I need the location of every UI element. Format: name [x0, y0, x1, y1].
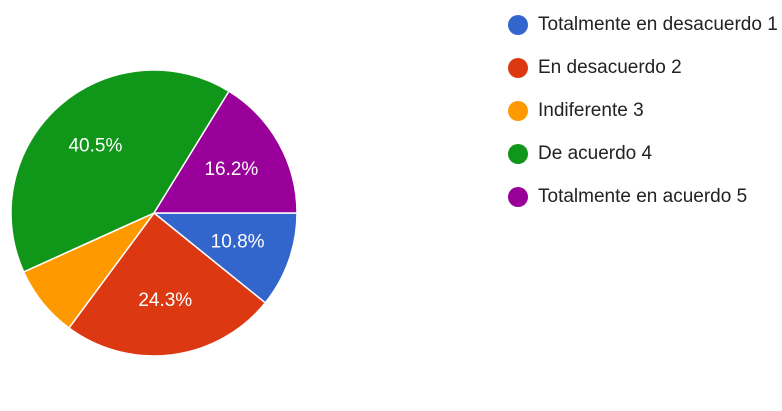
pie-chart: 10.8% 24.3% 40.5% 16.2%: [10, 69, 298, 357]
legend-label: En desacuerdo 2: [538, 56, 682, 78]
pie-slice-2[interactable]: [67, 211, 267, 357]
legend-item-totalmente-en-desacuerdo[interactable]: Totalmente en desacuerdo 1: [508, 10, 778, 39]
pie-slice-label-2: 24.3%: [138, 290, 192, 311]
legend-item-de-acuerdo[interactable]: De acuerdo 4: [508, 139, 778, 168]
legend-label: Totalmente en acuerdo 5: [538, 185, 748, 207]
pie-slices: [10, 69, 298, 357]
legend-swatch-purple-icon: [508, 186, 528, 207]
pie-slice-label-4: 40.5%: [68, 135, 122, 156]
pie-labels: 10.8% 24.3% 40.5% 16.2%: [68, 135, 264, 310]
legend-item-indiferente[interactable]: Indiferente 3: [508, 96, 778, 125]
legend-label: Totalmente en desacuerdo 1: [538, 13, 778, 35]
chart-legend: Totalmente en desacuerdo 1 En desacuerdo…: [508, 10, 778, 225]
legend-swatch-green-icon: [508, 143, 528, 164]
pie-slice-1[interactable]: [151, 212, 298, 304]
legend-item-en-desacuerdo[interactable]: En desacuerdo 2: [508, 53, 778, 82]
pie-slice-5[interactable]: [152, 90, 298, 214]
legend-label: De acuerdo 4: [538, 142, 653, 164]
legend-swatch-blue-icon: [508, 14, 528, 35]
pie-slice-4[interactable]: [10, 69, 231, 273]
pie-slice-label-5: 16.2%: [204, 159, 258, 180]
legend-item-totalmente-en-acuerdo[interactable]: Totalmente en acuerdo 5: [508, 182, 778, 211]
legend-swatch-red-icon: [508, 57, 528, 78]
legend-label: Indiferente 3: [538, 99, 644, 121]
pie-slice-label-1: 10.8%: [211, 232, 265, 253]
legend-swatch-orange-icon: [508, 100, 528, 121]
